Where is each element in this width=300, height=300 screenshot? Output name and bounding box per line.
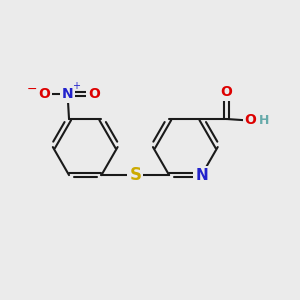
Text: +: + — [72, 81, 80, 91]
Text: H: H — [259, 114, 269, 127]
Text: O: O — [220, 85, 232, 99]
Text: −: − — [27, 83, 38, 96]
Text: N: N — [62, 87, 74, 101]
Text: O: O — [88, 87, 100, 101]
Text: N: N — [195, 168, 208, 183]
Text: O: O — [244, 113, 256, 128]
Text: S: S — [129, 166, 141, 184]
Text: O: O — [38, 87, 50, 101]
